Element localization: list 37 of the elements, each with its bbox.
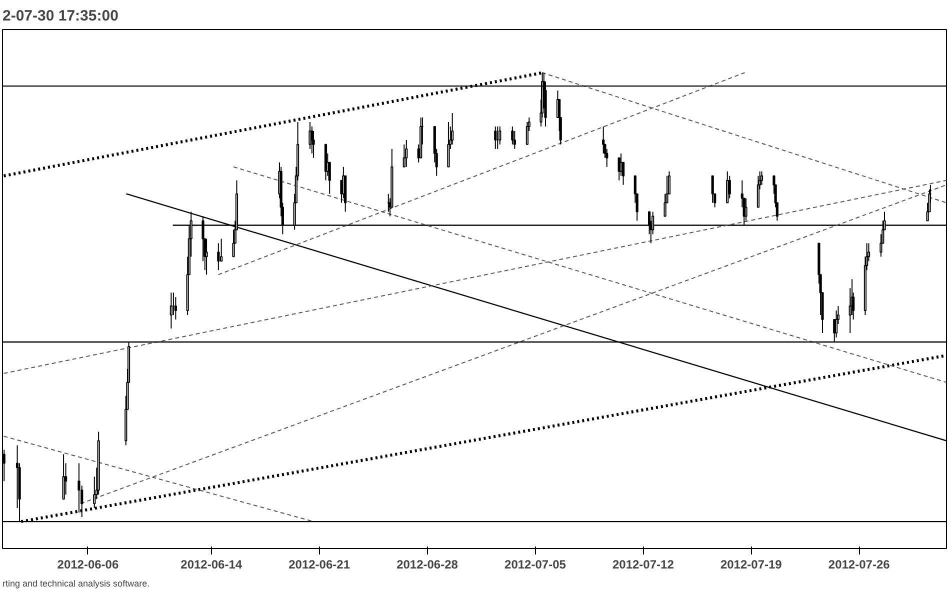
candlestick <box>744 198 748 222</box>
x-tick-label: 2012-06-14 <box>180 558 242 572</box>
text: rting and technical analysis software. <box>2 578 150 588</box>
candlestick <box>451 112 454 145</box>
candlestick <box>511 126 514 145</box>
candlestick <box>170 292 172 330</box>
candlestick <box>664 193 666 217</box>
candlestick <box>447 121 450 168</box>
candlestick <box>62 454 65 500</box>
x-tick-label: 2012-06-06 <box>57 558 119 572</box>
candlestick <box>402 144 406 168</box>
x-tick-label: 2012-07-19 <box>720 558 782 572</box>
candlestick <box>220 238 223 262</box>
x-tick-label: 2012-07-05 <box>504 558 566 572</box>
candlestick <box>217 242 220 271</box>
candlestick <box>174 296 177 320</box>
x-tick-label: 2012-07-12 <box>612 558 674 572</box>
candlestick <box>513 130 516 150</box>
candlestick <box>760 170 764 186</box>
candlestick <box>620 152 622 176</box>
chart-title: 2-07-30 17:35:00 <box>2 8 118 24</box>
candlestick <box>711 175 714 204</box>
candlestick <box>312 130 315 158</box>
candlestick <box>526 121 528 145</box>
candlestick <box>308 121 312 150</box>
x-tick-label: 2012-07-26 <box>828 558 890 572</box>
candlestick <box>494 126 497 150</box>
x-tick-label: 2012-06-28 <box>396 558 458 572</box>
candlestick <box>756 175 760 208</box>
candlestick <box>834 310 838 338</box>
candlestick <box>606 148 608 168</box>
candlestick <box>310 126 314 154</box>
candlestick <box>498 126 502 145</box>
x-tick-label: 2012-06-21 <box>288 558 350 572</box>
candlestick <box>726 170 729 204</box>
candlestick <box>405 139 408 168</box>
candlestick <box>78 462 80 514</box>
